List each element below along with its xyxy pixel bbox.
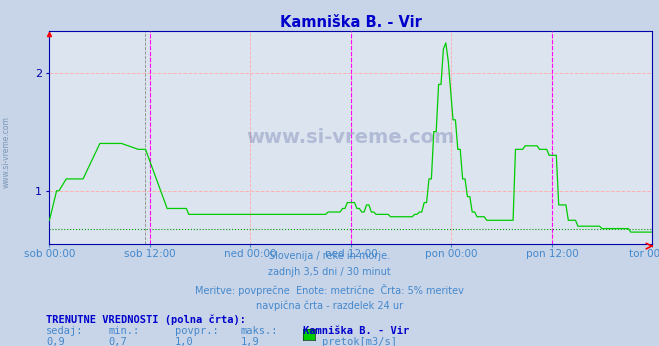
Text: 1,9: 1,9 (241, 337, 259, 346)
Text: 0,7: 0,7 (109, 337, 127, 346)
Text: maks.:: maks.: (241, 326, 278, 336)
Text: 1,0: 1,0 (175, 337, 193, 346)
Title: Kamniška B. - Vir: Kamniška B. - Vir (280, 15, 422, 30)
Text: povpr.:: povpr.: (175, 326, 218, 336)
Text: sedaj:: sedaj: (46, 326, 84, 336)
Text: navpična črta - razdelek 24 ur: navpična črta - razdelek 24 ur (256, 301, 403, 311)
Text: pretok[m3/s]: pretok[m3/s] (322, 337, 397, 346)
Text: Meritve: povprečne  Enote: metrične  Črta: 5% meritev: Meritve: povprečne Enote: metrične Črta:… (195, 284, 464, 296)
Text: Slovenija / reke in morje.: Slovenija / reke in morje. (269, 251, 390, 261)
Text: www.si-vreme.com: www.si-vreme.com (2, 116, 11, 188)
Text: Kamniška B. - Vir: Kamniška B. - Vir (303, 326, 409, 336)
Text: zadnjh 3,5 dni / 30 minut: zadnjh 3,5 dni / 30 minut (268, 267, 391, 277)
Text: www.si-vreme.com: www.si-vreme.com (246, 128, 455, 147)
Text: min.:: min.: (109, 326, 140, 336)
Text: 0,9: 0,9 (46, 337, 65, 346)
Text: TRENUTNE VREDNOSTI (polna črta):: TRENUTNE VREDNOSTI (polna črta): (46, 314, 246, 325)
